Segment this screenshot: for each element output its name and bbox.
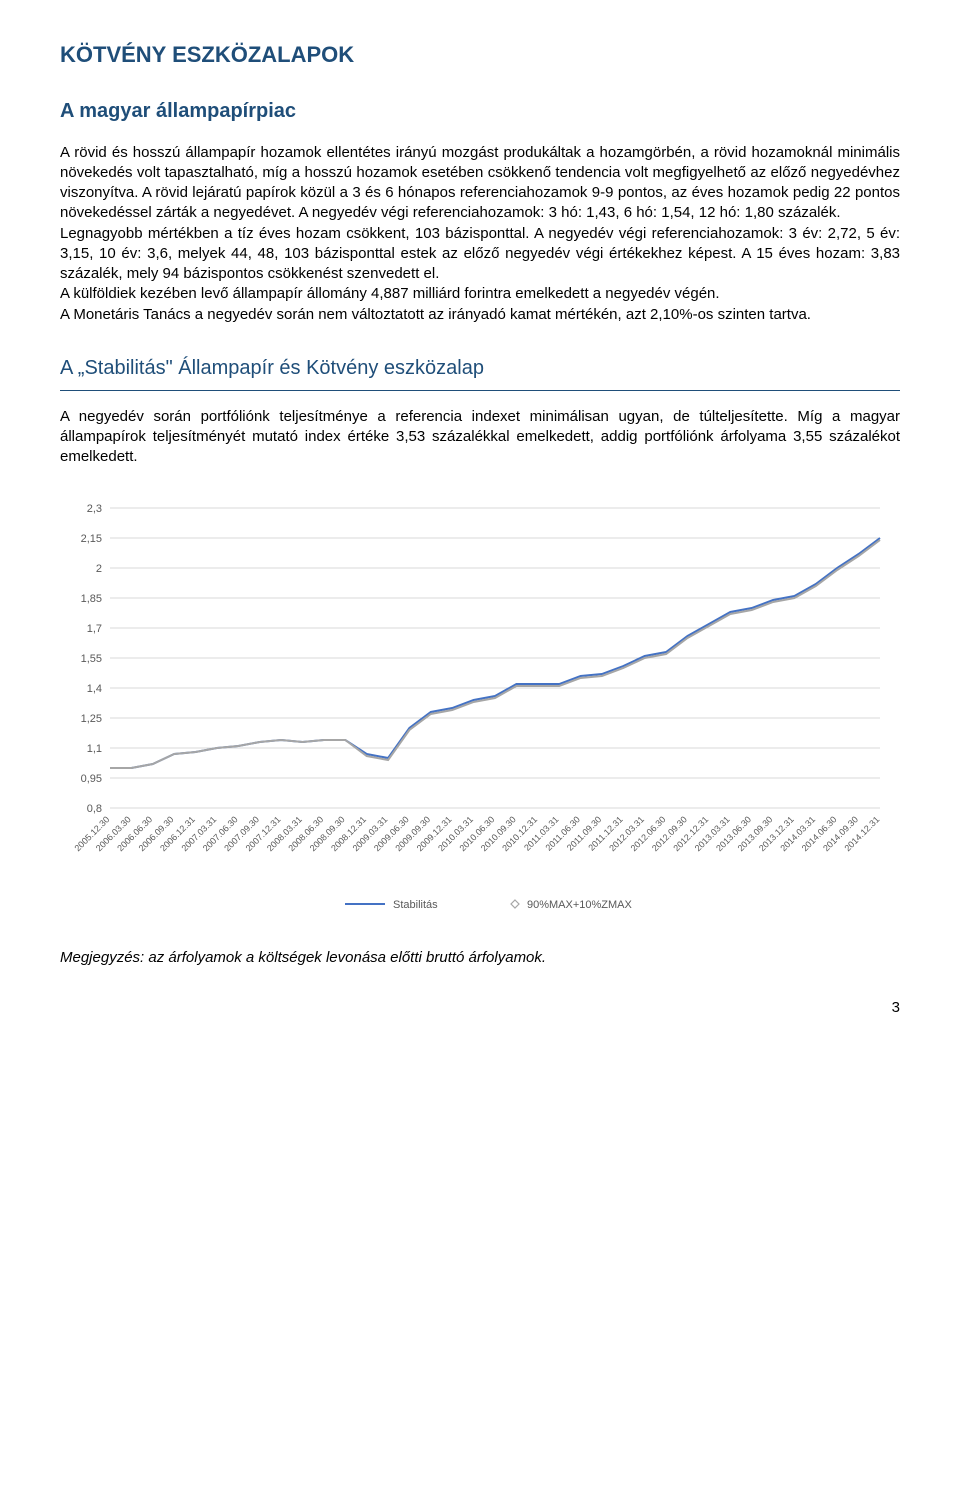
svg-text:1,1: 1,1 — [87, 743, 102, 755]
section1-p2: Legnagyobb mértékben a tíz éves hozam cs… — [60, 224, 900, 285]
svg-text:2,3: 2,3 — [87, 503, 102, 515]
page-number: 3 — [60, 998, 900, 1018]
chart-svg: 0,80,951,11,251,41,551,71,8522,152,32005… — [60, 498, 900, 918]
svg-text:0,8: 0,8 — [87, 803, 102, 815]
section2-p1: A negyedév során portfóliónk teljesítmén… — [60, 407, 900, 468]
section1-body: A rövid és hosszú állampapír hozamok ell… — [60, 143, 900, 325]
svg-text:1,85: 1,85 — [81, 593, 102, 605]
stability-chart: 0,80,951,11,251,41,551,71,8522,152,32005… — [60, 498, 900, 918]
section1-p1: A rövid és hosszú állampapír hozamok ell… — [60, 143, 900, 224]
section1-p4: A Monetáris Tanács a negyedév során nem … — [60, 305, 900, 325]
section2-heading: A „Stabilitás" Állampapír és Kötvény esz… — [60, 355, 900, 382]
footnote: Megjegyzés: az árfolyamok a költségek le… — [60, 948, 900, 968]
section1-p3: A külföldiek kezében levő állampapír áll… — [60, 284, 900, 304]
svg-text:90%MAX+10%ZMAX: 90%MAX+10%ZMAX — [527, 899, 633, 911]
svg-text:0,95: 0,95 — [81, 773, 102, 785]
svg-text:1,25: 1,25 — [81, 713, 102, 725]
svg-text:2: 2 — [96, 563, 102, 575]
svg-text:1,7: 1,7 — [87, 623, 102, 635]
page-title: KÖTVÉNY ESZKÖZALAPOK — [60, 40, 900, 70]
svg-text:Stabilitás: Stabilitás — [393, 899, 438, 911]
section2-divider — [60, 390, 900, 391]
svg-text:2,15: 2,15 — [81, 533, 102, 545]
section1-heading: A magyar állampapírpiac — [60, 98, 900, 125]
svg-text:1,4: 1,4 — [87, 683, 102, 695]
svg-text:1,55: 1,55 — [81, 653, 102, 665]
